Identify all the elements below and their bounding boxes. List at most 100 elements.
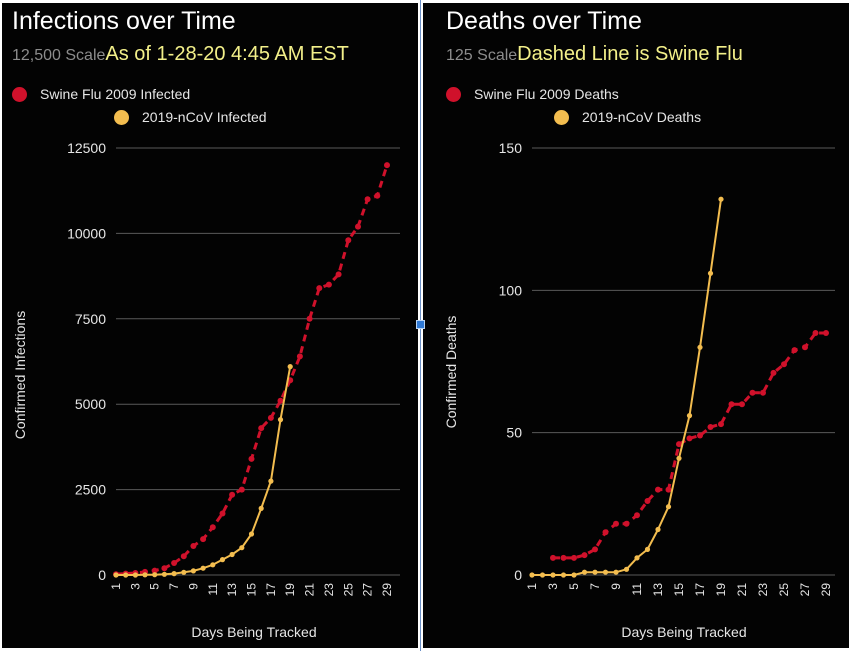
data-point [581, 569, 588, 575]
data-point [355, 223, 361, 230]
data-point [686, 413, 693, 419]
legend-item-swine-infected: Swine Flu 2009 Infected [12, 86, 190, 102]
x-tick-label: 21 [303, 583, 317, 597]
data-point [190, 543, 197, 549]
x-tick-label: 29 [380, 583, 394, 597]
data-point [665, 486, 672, 493]
y-tick-label: 50 [506, 425, 522, 441]
data-point [296, 353, 303, 360]
x-tick-label: 27 [361, 583, 375, 597]
data-point [161, 571, 167, 577]
y-tick-label: 0 [514, 567, 522, 583]
x-tick-label: 15 [245, 583, 259, 597]
data-point [239, 545, 245, 551]
data-point [665, 504, 672, 510]
x-tick-label: 9 [609, 583, 623, 590]
x-tick-label: 17 [264, 583, 278, 597]
data-point [152, 572, 158, 578]
y-tick-label: 150 [499, 140, 523, 156]
data-point [770, 369, 777, 376]
data-point [229, 491, 236, 498]
x-tick-label: 9 [186, 583, 200, 590]
data-point [539, 572, 546, 578]
data-point [287, 364, 293, 370]
x-axis-label: Days Being Tracked [191, 624, 316, 640]
data-point [210, 562, 216, 568]
data-point [258, 425, 265, 432]
x-tick-label: 25 [777, 583, 791, 597]
x-tick-label: 29 [819, 583, 833, 597]
pane-resize-handle[interactable] [416, 320, 425, 329]
data-point [151, 567, 158, 574]
series-line [116, 366, 292, 576]
data-point [697, 432, 703, 439]
data-point [718, 196, 724, 202]
x-axis-label: Days Being Tracked [621, 624, 746, 640]
x-tick-label: 17 [693, 583, 707, 597]
data-point [325, 281, 332, 288]
data-point [180, 553, 187, 560]
data-point [613, 520, 619, 527]
data-point [123, 572, 129, 578]
deaths-chart-panel: Deaths over Time 125 ScaleDashed Line is… [423, 3, 849, 648]
data-point [550, 554, 556, 561]
data-point [529, 572, 535, 578]
x-tick-label: 5 [567, 583, 581, 590]
legend-swatch-yellow [114, 109, 129, 125]
data-point [602, 529, 609, 536]
y-tick-label: 2500 [75, 482, 106, 498]
legend-swatch-yellow [554, 109, 569, 125]
x-tick-label: 27 [798, 583, 812, 597]
data-point [306, 315, 313, 322]
x-tick-label: 13 [651, 583, 665, 597]
series-line [532, 199, 722, 576]
chart-title: Infections over Time [12, 7, 236, 35]
x-tick-label: 3 [546, 583, 560, 590]
data-point [268, 478, 274, 484]
legend-label: Swine Flu 2009 Deaths [474, 86, 619, 102]
data-point [581, 552, 588, 559]
data-point [592, 546, 598, 553]
data-point [697, 344, 703, 350]
y-tick-label: 100 [499, 282, 523, 298]
legend-item-ncov-infected: 2019-nCoV Infected [114, 109, 267, 125]
data-point [190, 568, 196, 574]
legend-label: Swine Flu 2009 Infected [40, 86, 191, 102]
x-tick-label: 13 [225, 583, 239, 597]
legend-swatch-red [446, 86, 461, 102]
data-point [676, 441, 682, 448]
x-tick-label: 1 [109, 583, 123, 590]
annotation-note: As of 1-28-20 4:45 AM EST [105, 43, 349, 65]
x-tick-label: 3 [128, 583, 142, 590]
x-tick-label: 19 [283, 583, 297, 597]
y-axis-label: Confirmed Infections [12, 311, 28, 439]
annotation-note: Dashed Line is Swine Flu [517, 43, 743, 65]
data-point [676, 455, 682, 461]
legend-label: 2019-nCoV Deaths [582, 109, 702, 125]
x-tick-label: 5 [148, 583, 162, 590]
infections-chart-panel: Infections over Time 12,500 ScaleAs of 1… [2, 3, 418, 648]
data-point [132, 572, 138, 578]
x-tick-label: 11 [206, 583, 220, 596]
legend-swatch-red [12, 86, 27, 102]
data-point [634, 512, 640, 519]
data-point [161, 565, 168, 572]
x-tick-label: 23 [756, 583, 770, 597]
data-point [219, 557, 226, 563]
x-tick-label: 11 [630, 583, 644, 596]
data-point [142, 572, 148, 578]
data-point [592, 569, 598, 575]
data-point [248, 455, 255, 462]
data-point [812, 330, 819, 336]
data-point [644, 546, 651, 553]
data-point [364, 196, 371, 203]
chart-title: Deaths over Time [446, 7, 642, 35]
y-tick-label: 0 [98, 567, 106, 583]
x-tick-label: 15 [672, 583, 686, 597]
series-line [553, 331, 826, 560]
data-point [335, 271, 342, 278]
data-point [728, 401, 735, 408]
data-point [316, 285, 323, 292]
